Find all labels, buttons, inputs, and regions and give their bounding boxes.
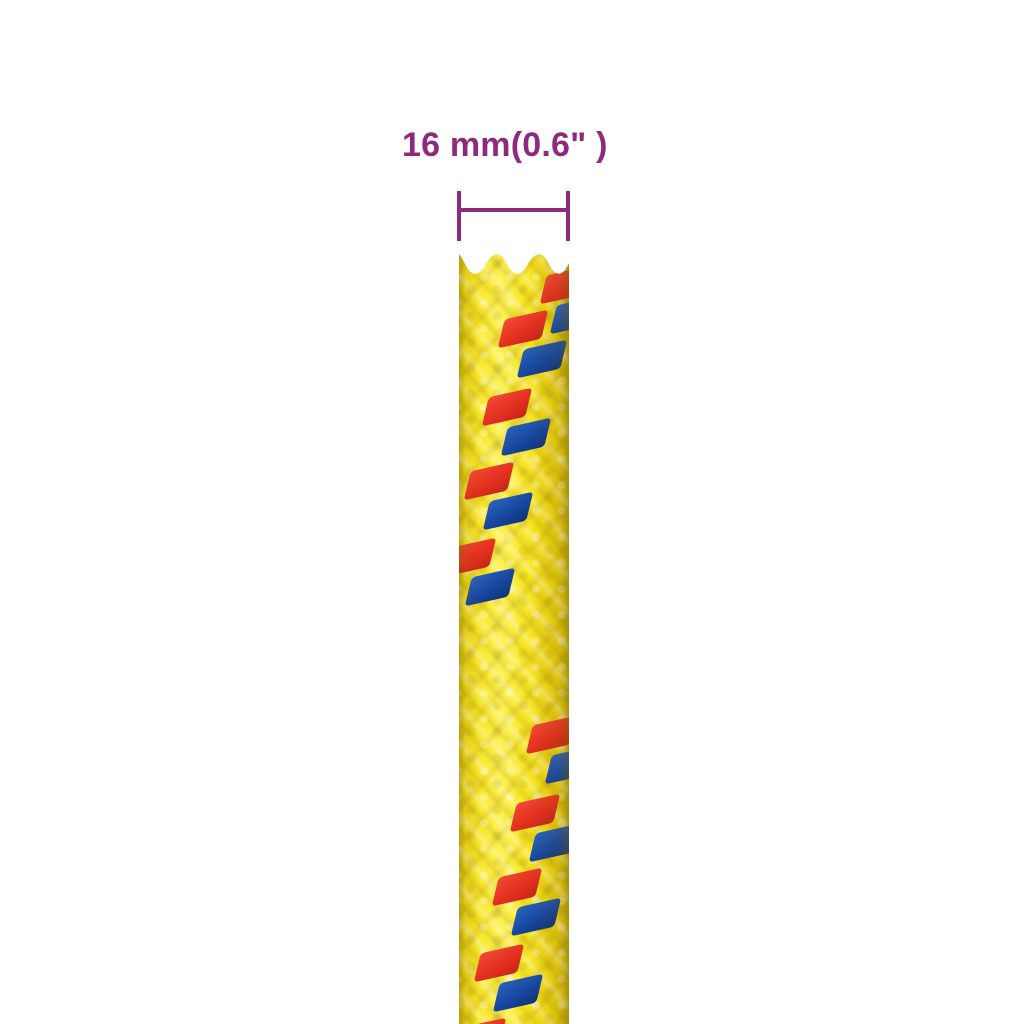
dimension-tick-right <box>566 191 570 241</box>
dimension-line <box>458 208 570 212</box>
rope-body <box>459 252 569 1024</box>
dimension-label: 16 mm(0.6" ) <box>402 126 608 164</box>
rope-cut-end-icon <box>459 251 569 274</box>
rope-graphic <box>459 251 569 1024</box>
dimension-tick-left <box>457 191 461 241</box>
rope-edge-shading <box>459 252 569 1024</box>
